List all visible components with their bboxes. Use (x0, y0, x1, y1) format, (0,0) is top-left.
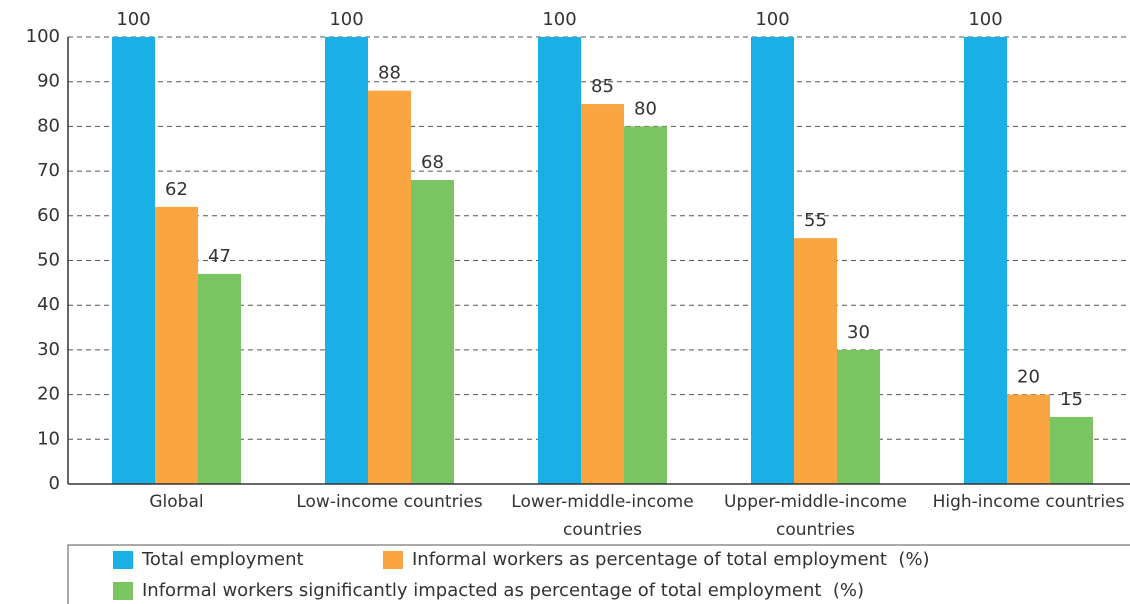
data-label: 55 (804, 210, 827, 231)
bar (751, 37, 794, 484)
data-label: 85 (591, 76, 614, 97)
bar (1050, 416, 1093, 484)
bar (325, 37, 368, 484)
legend-label: Informal workers significantly impacted … (142, 580, 864, 601)
x-tick-label: Lower-middle-income countries (511, 492, 694, 540)
data-label: 15 (1060, 389, 1083, 410)
data-label: 68 (421, 152, 444, 173)
y-tick-label: 0 (49, 473, 60, 494)
bar (411, 180, 454, 485)
y-tick-label: 30 (37, 339, 60, 360)
y-tick-label: 40 (37, 294, 60, 315)
data-label: 20 (1017, 367, 1040, 388)
data-label: 80 (634, 98, 657, 119)
bar (112, 37, 155, 484)
bar (964, 37, 1007, 484)
x-tick-label: High-income countries (932, 492, 1125, 512)
data-label: 100 (329, 9, 363, 30)
y-tick-label: 50 (37, 250, 60, 271)
bar (837, 349, 880, 484)
legend-box (67, 544, 1130, 604)
bar (198, 273, 241, 484)
legend-label: Total employment (141, 549, 304, 570)
data-label: 62 (165, 179, 188, 200)
data-label: 100 (968, 9, 1002, 30)
data-label: 100 (542, 9, 576, 30)
y-tick-label: 70 (37, 160, 60, 181)
legend-swatch (113, 551, 133, 569)
data-label: 100 (755, 9, 789, 30)
data-label: 30 (847, 322, 870, 343)
y-tick-label: 60 (37, 205, 60, 226)
y-tick-label: 20 (37, 384, 60, 405)
data-label: 88 (378, 63, 401, 84)
bar (624, 126, 667, 485)
bar (155, 206, 198, 485)
y-tick-label: 90 (37, 71, 60, 92)
bar (1007, 394, 1050, 484)
legend-swatch (383, 551, 403, 569)
legend-label: Informal workers as percentage of total … (412, 549, 930, 570)
y-tick-label: 100 (26, 26, 60, 47)
data-label: 47 (208, 246, 231, 267)
x-tick-label: Upper-middle-income countries (724, 492, 907, 540)
data-label: 100 (116, 9, 150, 30)
legend-swatch (113, 582, 133, 600)
bar (368, 90, 411, 484)
bar (581, 104, 624, 485)
y-tick-label: 10 (37, 428, 60, 449)
y-tick-label: 80 (37, 115, 60, 136)
x-tick-label: Low-income countries (296, 492, 483, 512)
bar (538, 37, 581, 484)
bar (794, 238, 837, 484)
x-tick-label: Global (149, 492, 204, 512)
